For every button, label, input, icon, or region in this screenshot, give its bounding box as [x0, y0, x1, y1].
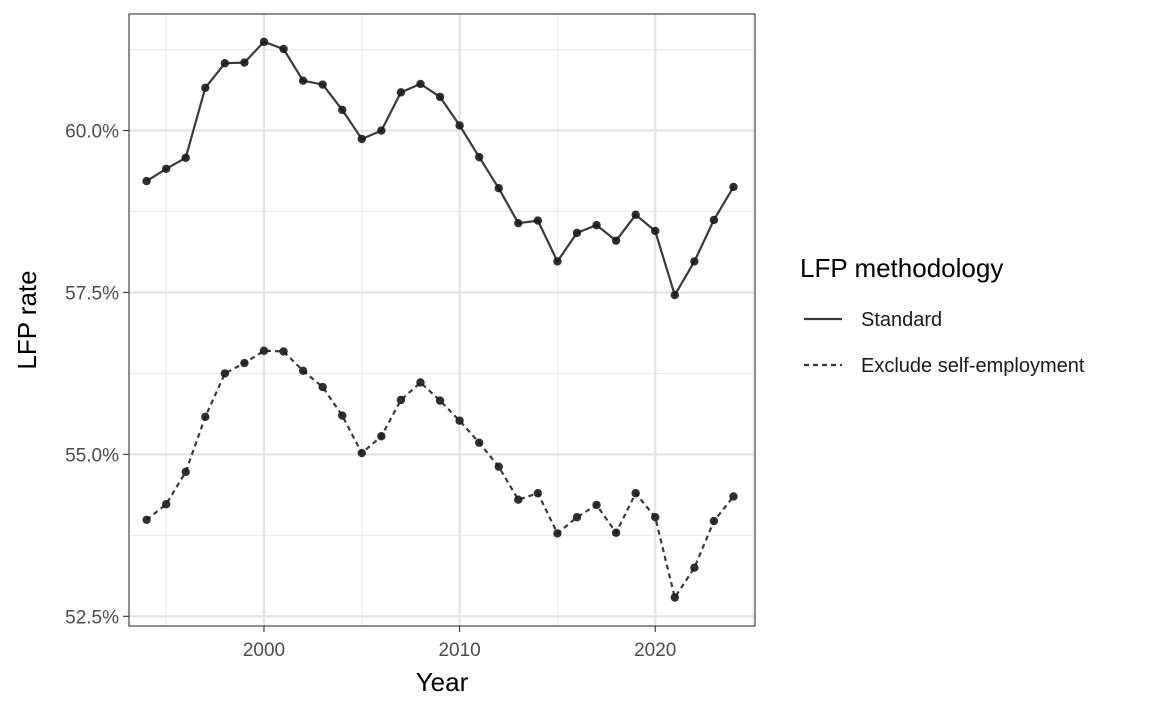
data-point: [377, 432, 386, 441]
data-point: [318, 382, 327, 392]
data-point: [572, 513, 582, 522]
data-point: [416, 79, 425, 89]
data-point: [455, 121, 464, 130]
data-point: [279, 44, 288, 54]
panel-background: [129, 14, 755, 626]
x-tick-label: 2000: [243, 640, 285, 661]
data-point: [533, 216, 543, 225]
data-point: [396, 395, 406, 405]
data-point: [357, 448, 366, 458]
data-point: [338, 105, 347, 115]
data-point: [553, 529, 562, 538]
data-point: [435, 92, 445, 102]
data-point: [474, 438, 484, 447]
data-point: [181, 153, 190, 162]
series-layer: [142, 37, 738, 602]
data-point: [279, 347, 288, 356]
data-point: [611, 528, 621, 537]
data-point: [181, 467, 190, 477]
data-point: [201, 412, 210, 422]
data-point: [161, 164, 171, 173]
y-tick-label: 52.5%: [65, 607, 119, 628]
y-tick-label: 60.0%: [65, 122, 119, 143]
data-point: [201, 83, 210, 93]
data-point: [514, 495, 523, 504]
data-point: [690, 563, 699, 572]
data-point: [514, 218, 523, 228]
legend: LFP methodology Standard Exclude self-emp…: [800, 253, 1085, 377]
data-point: [572, 228, 582, 238]
y-axis-title: LFP rate: [12, 270, 42, 369]
data-point: [611, 236, 621, 245]
data-point: [651, 513, 660, 522]
data-point: [142, 515, 151, 524]
data-point: [729, 492, 738, 501]
y-tick-label: 55.0%: [65, 445, 119, 466]
data-point: [220, 59, 230, 68]
data-point: [670, 290, 679, 300]
data-point: [338, 411, 347, 420]
data-point: [631, 210, 640, 219]
legend-label: Exclude self-employment: [861, 355, 1085, 377]
data-point: [729, 182, 738, 192]
data-point: [259, 37, 269, 47]
grid-layer: [129, 14, 755, 626]
data-point: [553, 257, 562, 266]
data-point: [435, 396, 445, 405]
legend-title: LFP methodology: [800, 253, 1003, 283]
data-point: [592, 220, 601, 230]
axis-layer: 2000 2010 2020 52.5% 55.0% 57.5% 60.0%: [65, 122, 676, 661]
x-axis-title: Year: [416, 667, 469, 697]
legend-label: Standard: [861, 309, 942, 331]
data-point: [161, 500, 171, 509]
data-point: [494, 184, 503, 193]
panel-border: [128, 13, 756, 627]
data-point: [240, 58, 249, 67]
data-point: [396, 88, 406, 97]
data-point: [240, 358, 249, 368]
data-point: [670, 593, 679, 602]
data-point: [357, 134, 366, 144]
data-point: [494, 462, 503, 471]
data-point: [259, 346, 269, 355]
data-point: [533, 489, 543, 498]
x-tick-label: 2020: [634, 640, 676, 661]
data-point: [651, 226, 660, 236]
y-tick-label: 57.5%: [65, 283, 119, 304]
data-point: [318, 80, 327, 89]
data-point: [142, 176, 151, 186]
data-point: [474, 152, 484, 162]
data-point: [709, 215, 719, 225]
data-point: [416, 378, 425, 387]
data-point: [220, 369, 230, 378]
data-point: [377, 126, 386, 135]
data-point: [298, 366, 308, 376]
data-point: [455, 416, 464, 425]
data-point: [298, 76, 308, 85]
data-point: [592, 500, 601, 510]
data-point: [690, 257, 699, 266]
x-tick-label: 2010: [438, 640, 480, 661]
data-point: [709, 516, 719, 526]
data-point: [631, 489, 640, 498]
